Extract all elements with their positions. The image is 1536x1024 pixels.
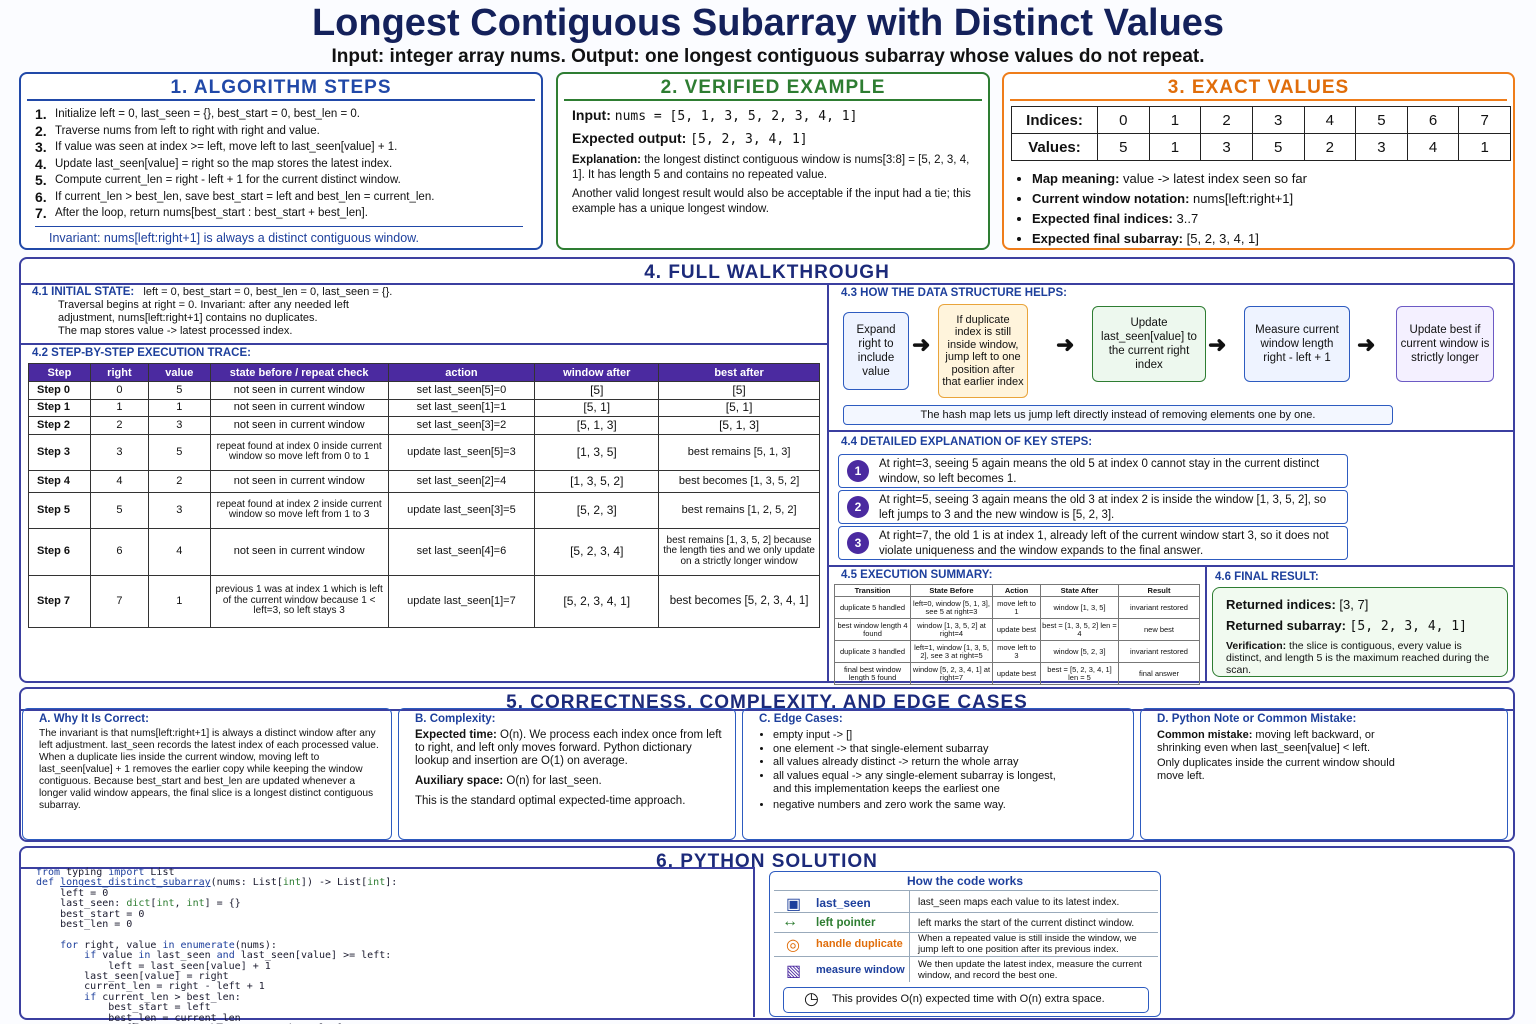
- double-arrow-icon: ↔: [782, 913, 798, 930]
- clock-icon: ◷: [804, 989, 819, 1008]
- table-row: best window length 4 found window [1, 3, …: [834, 618, 1200, 641]
- bullet-item: Expected final subarray: [5, 2, 3, 4, 1]: [1032, 229, 1513, 249]
- execution-summary-table: Transition State Before Action State After…: [834, 584, 1200, 685]
- edge-case-item: empty input -> []: [773, 729, 1123, 743]
- complexity-card: B. Complexity: Expected time: O(n). We p…: [398, 708, 736, 840]
- target-icon: ◎: [786, 937, 800, 954]
- algorithm-steps-panel: 1. ALGORITHM STEPS 1. Initialize left = 0…: [19, 72, 543, 250]
- bullet-item: Expected final indices: 3..7: [1032, 209, 1513, 229]
- edge-cases-card: C. Edge Cases: empty input -> [] one ele…: [742, 708, 1134, 840]
- table-row: duplicate 5 handled left=0, window [5, 1,…: [834, 596, 1200, 619]
- full-walkthrough-header: 4. FULL WALKTHROUGH: [644, 262, 890, 283]
- how-code-works-title: How the code works: [906, 874, 1024, 888]
- page-subtitle: Input: integer array nums. Output: one l…: [331, 46, 1205, 67]
- key-step: 3 At right=7, the old 1 is at index 1, al…: [838, 526, 1348, 560]
- edge-case-item: one element -> that single-element subar…: [773, 743, 1123, 757]
- table-row: duplicate 3 handled left=1, window [1, 3,…: [834, 640, 1200, 663]
- returned-subarray: Returned subarray: [5, 2, 3, 4, 1]: [1226, 618, 1467, 634]
- how-row: ▧ measure window We then update the late…: [774, 956, 1158, 982]
- python-solution-panel: 6. PYTHON SOLUTION: [19, 846, 1515, 1020]
- data-structure-title: 4.3 HOW THE DATA STRUCTURE HELPS:: [841, 287, 1067, 299]
- algorithm-step: 1. Initialize left = 0, last_seen = {}, b…: [35, 106, 360, 122]
- correctness-header: 5. CORRECTNESS, COMPLEXITY, AND EDGE CAS…: [506, 692, 1028, 713]
- initial-state-block: 4.1 INITIAL STATE: left = 0, best_start …: [32, 286, 393, 337]
- correctness-panel: 5. CORRECTNESS, COMPLEXITY, AND EDGE CAS…: [19, 687, 1515, 842]
- algorithm-step: 3. If value was seen at index >= left, mo…: [35, 139, 398, 155]
- why-correct-card: A. Why It Is Correct: The invariant is t…: [22, 708, 392, 840]
- final-result-box: Returned indices: [3, 7] Returned subarr…: [1212, 587, 1508, 677]
- how-code-works-box: [769, 871, 1161, 1017]
- returned-indices: Returned indices: [3, 7]: [1226, 597, 1369, 612]
- verification-note: Verification: the slice is contiguous, e…: [1226, 640, 1490, 676]
- trace-header-row: Step right value state before / repeat c…: [28, 363, 820, 382]
- flow-arrow: ➜: [1357, 332, 1376, 357]
- exact-values-header: 3. EXACT VALUES: [1167, 77, 1350, 98]
- key-step: 2 At right=5, seeing 3 again means the ol…: [838, 490, 1348, 524]
- algorithm-steps-header: 1. ALGORITHM STEPS: [170, 77, 392, 98]
- final-result-title: 4.6 FINAL RESULT:: [1215, 571, 1319, 583]
- page-title: Longest Contiguous Subarray with Distinc…: [311, 2, 1225, 44]
- flow-step-best: Update best if current window is strictl…: [1396, 306, 1494, 382]
- how-row: ◎ handle duplicate When a repeated value…: [774, 932, 1158, 956]
- ruler-icon: ▧: [786, 963, 802, 980]
- python-code-block: from typing import List def longest_dist…: [36, 867, 398, 1024]
- flow-arrow: ➜: [1056, 332, 1075, 357]
- how-row: ↔ left pointer left marks the start of t…: [774, 912, 1158, 932]
- summary-header-row: Transition State Before Action State After…: [834, 584, 1200, 597]
- exact-values-bullets: Map meaning: value -> latest index seen …: [1032, 169, 1513, 249]
- algorithm-step: 5. Compute current_len = right - left + 1…: [35, 172, 401, 188]
- key-steps-title: 4.4 DETAILED EXPLANATION OF KEY STEPS:: [841, 436, 1093, 448]
- invariant-note: Invariant: nums[left:right+1] is always …: [49, 230, 419, 245]
- trace-title: 4.2 STEP-BY-STEP EXECUTION TRACE:: [32, 347, 251, 359]
- verified-example-panel: 2. VERIFIED EXAMPLE Input: nums = [5, 1,…: [556, 72, 990, 250]
- flow-step-measure: Measure current window length right - le…: [1244, 306, 1350, 382]
- flow-step-duplicate: If duplicate index is still inside windo…: [938, 304, 1028, 398]
- step-number-badge: 3: [847, 532, 869, 554]
- verified-example-header: 2. VERIFIED EXAMPLE: [660, 77, 886, 98]
- key-step: 1 At right=3, seeing 5 again means the ol…: [838, 454, 1348, 488]
- step-number-badge: 2: [847, 496, 869, 518]
- algorithm-step-list: 1. Initialize left = 0, last_seen = {}, b…: [35, 106, 541, 222]
- algorithm-step: 6. If current_len > best_len, save best_s…: [35, 188, 435, 205]
- step-number-badge: 1: [847, 460, 869, 482]
- flow-step-expand: Expand right to include value: [843, 312, 909, 390]
- edge-case-item: all values already distinct -> return th…: [773, 756, 1123, 770]
- flow-note: The hash map lets us jump left directly …: [843, 405, 1393, 425]
- common-mistake-card: D. Python Note or Common Mistake: Common…: [1140, 708, 1508, 840]
- how-row: ▣ last_seen last_seen maps each value to…: [774, 890, 1158, 913]
- summary-title: 4.5 EXECUTION SUMMARY:: [841, 569, 993, 581]
- map-icon: ▣: [786, 896, 802, 913]
- edge-case-item: all values equal -> any single-element s…: [773, 770, 1123, 797]
- bullet-item: Map meaning: value -> latest index seen …: [1032, 169, 1513, 189]
- example-input: Input: nums = [5, 1, 3, 5, 2, 3, 4, 1]: [572, 107, 858, 124]
- example-output: Expected output: [5, 2, 3, 4, 1]: [572, 130, 808, 147]
- bullet-item: Current window notation: nums[left:right…: [1032, 189, 1513, 209]
- example-note: Another valid longest result would also …: [572, 188, 971, 215]
- algorithm-step: 7. After the loop, return nums[best_start…: [35, 205, 368, 221]
- flow-step-update: Update last_seen[value] to the current r…: [1092, 306, 1206, 382]
- table-row: final best window length 5 found window […: [834, 662, 1200, 685]
- python-solution-header: 6. PYTHON SOLUTION: [656, 851, 878, 872]
- flow-arrow: ➜: [1208, 332, 1227, 357]
- edge-case-item: negative numbers and zero work the same …: [773, 799, 1123, 813]
- complexity-footer: ◷ This provides O(n) expected time with …: [783, 987, 1149, 1013]
- algorithm-step: 4. Update last_seen[value] = right so the…: [35, 155, 393, 172]
- flow-arrow: ➜: [912, 332, 931, 357]
- example-explanation: Explanation: the longest distinct contig…: [572, 154, 970, 181]
- algorithm-step: 2. Traverse nums from left to right with …: [35, 122, 320, 139]
- execution-trace-table: Step right value state before / repeat c…: [28, 363, 820, 628]
